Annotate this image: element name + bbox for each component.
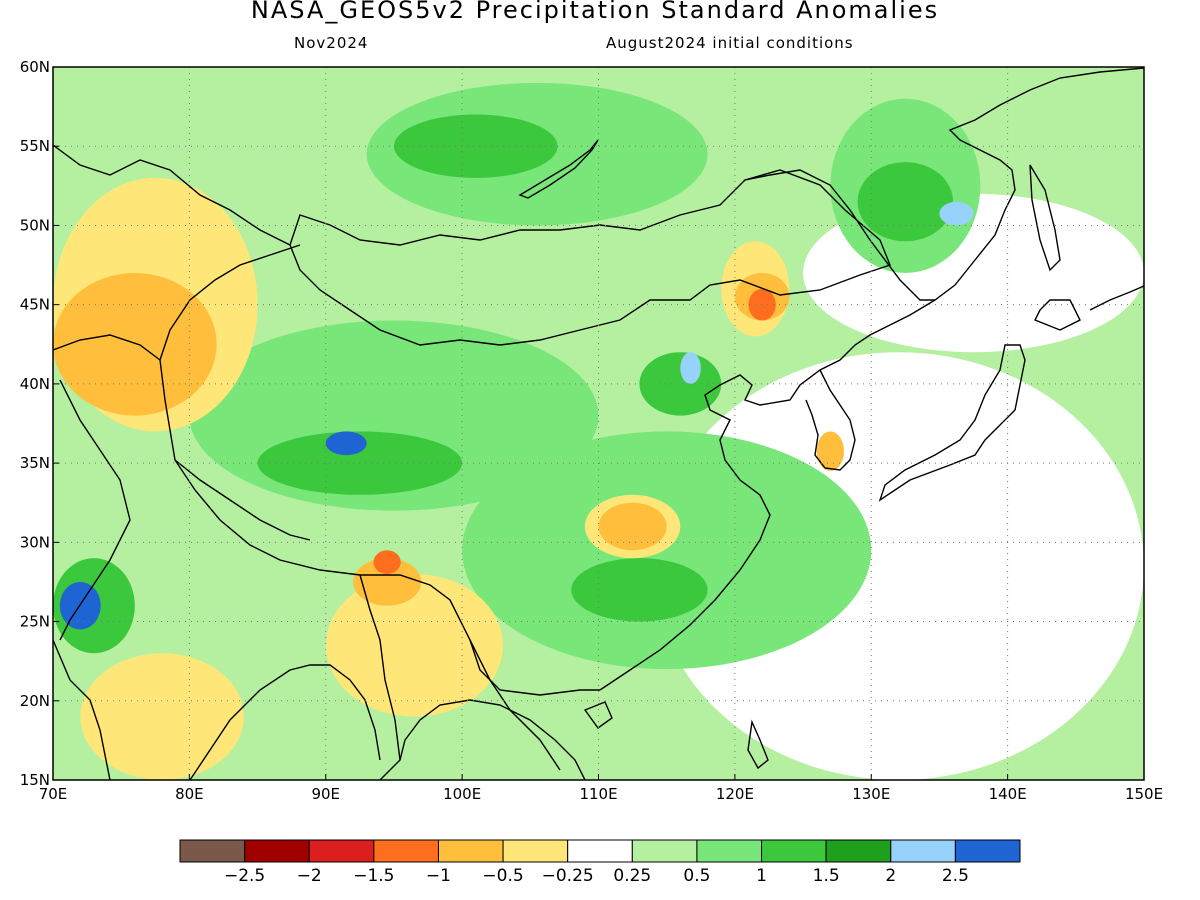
kazakh-russia-border — [53, 144, 291, 246]
colorbar-swatch — [373, 839, 439, 863]
bay-of-bengal-coastline — [189, 664, 381, 780]
anomaly-region-wet-3 — [857, 162, 954, 242]
colorbar-tick-label: −2 — [297, 866, 322, 886]
anomaly-field — [53, 67, 1144, 780]
lon-tick-label: 90E — [311, 785, 340, 803]
lon-tick-label: 130E — [852, 785, 890, 803]
taiwan — [747, 719, 769, 770]
anomaly-region-wet-3 — [571, 558, 708, 622]
colorbar-swatch — [244, 839, 310, 863]
colorbar-tick-label: −0.5 — [482, 866, 523, 886]
china-west-border — [159, 244, 600, 696]
colorbar-tick-label: 2.5 — [942, 866, 969, 886]
lat-tick-label: 50N — [20, 216, 50, 234]
lat-tick-label: 45N — [20, 296, 50, 314]
lat-tick-label: 40N — [20, 375, 50, 393]
anomaly-region-wet-3 — [393, 114, 558, 178]
colorbar-tick-label: 1 — [756, 866, 767, 886]
lat-tick-label: 35N — [20, 454, 50, 472]
lat-tick-label: 20N — [20, 692, 50, 710]
indochina-coastline — [379, 699, 586, 780]
colorbar-tick-label: 1.5 — [813, 866, 840, 886]
kuril-islands — [1089, 285, 1144, 311]
colorbar-tick-label: −1 — [426, 866, 451, 886]
colorbar-swatch — [761, 839, 827, 863]
anomaly-region-dry-2 — [816, 431, 844, 472]
lat-tick-label: 15N — [20, 771, 50, 789]
anomaly-region-dry-3 — [748, 288, 776, 321]
lat-tick-label: 30N — [20, 533, 50, 551]
valid-month: Nov2024 — [294, 34, 369, 52]
map-title: NASA_GEOS5v2 Precipitation Standard Anom… — [250, 0, 940, 24]
anomaly-region-dry-2 — [353, 558, 422, 606]
colorbar-swatch — [437, 839, 504, 863]
korea-coastline — [805, 369, 856, 471]
lon-tick-label: 110E — [579, 785, 617, 803]
axis-labels: 70E 80E 90E 100E 110E 120E 130E 140E 150E 15N 20N 2… — [20, 58, 1163, 803]
laos-vietnam-border — [469, 639, 561, 771]
russia-coastline — [889, 67, 1144, 326]
lon-tick-label: 120E — [716, 785, 754, 803]
lon-tick-label: 140E — [989, 785, 1027, 803]
colorbar-swatch — [567, 839, 633, 863]
anomaly-region-wet-2 — [462, 431, 872, 670]
colorbar-tick-label: −2.5 — [224, 866, 265, 886]
colorbar-swatch — [954, 839, 1021, 863]
anomaly-region-wet-5 — [325, 431, 367, 456]
japan-honshu — [878, 344, 1026, 502]
colorbar-swatch — [502, 839, 569, 863]
india-border — [59, 379, 131, 641]
colorbar-swatch — [696, 839, 763, 863]
russia-china-border — [744, 169, 935, 301]
lon-tick-label: 70E — [39, 785, 68, 803]
colorbar-tick-label: −1.5 — [353, 866, 394, 886]
anomaly-region-wet-4 — [939, 201, 974, 226]
lat-tick-label: 60N — [20, 58, 50, 76]
colorbar-tick-label: 0.5 — [683, 866, 710, 886]
lon-tick-label: 80E — [175, 785, 204, 803]
lon-tick-label: 100E — [443, 785, 481, 803]
anomaly-region-wet-3 — [639, 352, 722, 416]
myanmar-border — [359, 574, 401, 761]
map-frame — [52, 66, 1145, 781]
lon-tick-label: 150E — [1125, 785, 1163, 803]
anomaly-region-dry-3 — [373, 550, 401, 575]
hainan — [583, 701, 613, 729]
lat-tick-label: 55N — [20, 137, 50, 155]
lat-tick-label: 25N — [20, 613, 50, 631]
mongolia-border — [289, 169, 891, 346]
colorbar-swatch — [631, 839, 698, 863]
sakhalin — [1029, 164, 1061, 272]
coastlines-and-borders — [53, 67, 1144, 780]
himalaya-border — [174, 459, 311, 541]
colorbar-swatch — [179, 839, 246, 863]
anomaly-region-dry-2 — [598, 502, 667, 551]
china-coastline — [599, 324, 891, 691]
colorbar-swatch — [890, 839, 956, 863]
colorbar-tick-label: −0.25 — [542, 866, 594, 886]
anomaly-region-dry-2 — [53, 272, 217, 416]
init-conditions: August2024 initial conditions — [606, 34, 854, 52]
colorbar: −2.5 −2 −1.5 −1 −0.5 −0.25 0.25 0.5 1 1.5 2 2.5 — [179, 839, 1021, 886]
colorbar-tick-label: 2 — [885, 866, 896, 886]
central-asia-borders — [53, 334, 161, 361]
anomaly-region-dry-1 — [80, 653, 244, 780]
anomaly-region-wet-4 — [680, 352, 701, 384]
lat-lon-grid — [52, 66, 1145, 781]
colorbar-tick-label: 0.25 — [613, 866, 651, 886]
japan-hokkaido — [1034, 299, 1081, 331]
colorbar-swatch — [308, 839, 375, 863]
lake-baikal — [518, 139, 599, 199]
colorbar-swatch — [825, 839, 892, 863]
arabian-sea-coastline — [53, 639, 111, 780]
